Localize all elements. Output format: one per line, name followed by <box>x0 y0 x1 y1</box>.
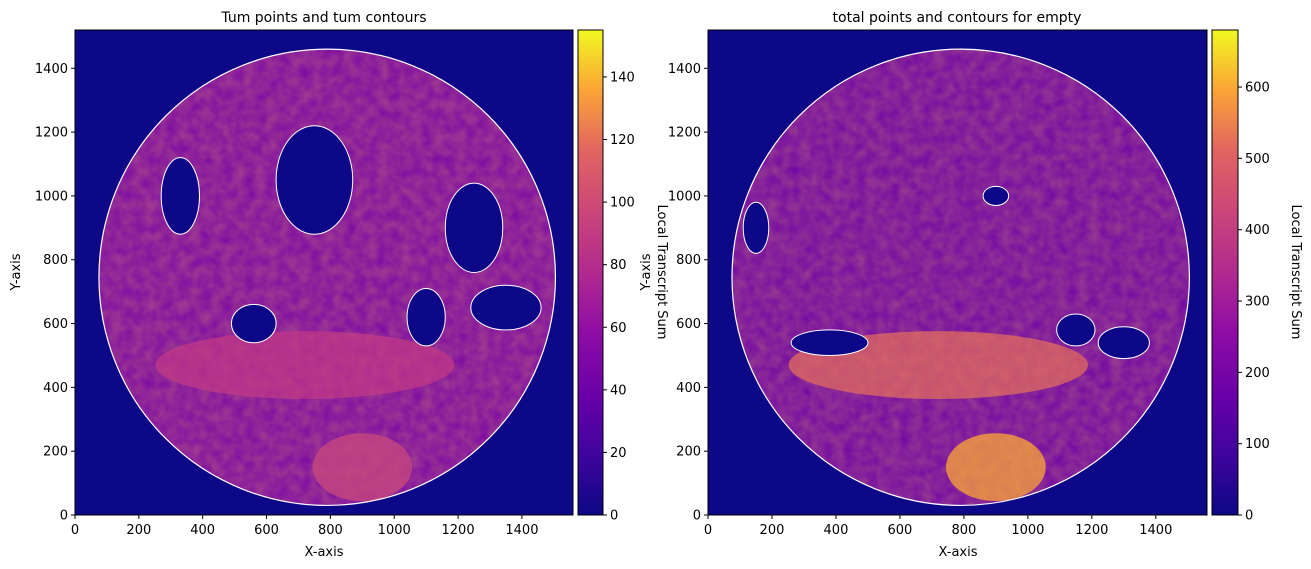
left-y-axis-label: Y-axis <box>9 253 24 291</box>
right-tissue-region <box>731 48 1191 507</box>
left-heatmap-panel: Tum points and tum contours 0 200 400 600 80… <box>9 10 669 560</box>
right-x-axis-label: X-axis <box>939 545 978 560</box>
left-high-density-band <box>155 331 455 399</box>
left-y-tick-label: 800 <box>43 253 68 268</box>
left-tissue-contour <box>98 48 557 507</box>
left-y-ticks: 0 200 400 600 800 1000 1200 1400 <box>35 62 75 524</box>
right-x-tick-label: 400 <box>824 523 849 538</box>
left-empty-region-contour <box>275 125 354 235</box>
right-colorbar-gradient <box>1211 29 1239 516</box>
left-x-ticks: 0 200 400 600 800 1000 1200 1400 <box>71 515 538 538</box>
left-colorbar-gradient <box>577 29 604 516</box>
right-x-tick-label: 600 <box>888 523 913 538</box>
left-empty-region-contour <box>470 284 542 331</box>
left-x-tick-label: 1400 <box>505 523 538 538</box>
right-colorbar-tick-label: 100 <box>1245 437 1270 452</box>
right-heatmap-image <box>731 48 1191 507</box>
left-colorbar-tick-label: 80 <box>610 258 627 273</box>
left-y-tick-label: 200 <box>43 445 68 460</box>
right-plot-frame <box>707 29 1208 516</box>
right-y-tick-label: 0 <box>693 509 701 524</box>
left-high-density-spot <box>312 433 413 502</box>
right-colorbar-tick-label: 0 <box>1245 509 1253 524</box>
right-empty-region-contour <box>742 201 770 254</box>
left-x-tick-label: 400 <box>190 523 215 538</box>
left-x-tick-label: 1200 <box>442 523 475 538</box>
left-x-tick-label: 600 <box>254 523 279 538</box>
right-colorbar: 0 100 200 300 400 500 600 Local Transcript Sum <box>1211 29 1303 524</box>
left-y-tick-label: 1200 <box>35 126 68 141</box>
right-chart-title: total points and contours for empty <box>833 10 1082 26</box>
right-colorbar-ticks: 0 100 200 300 400 500 600 <box>1238 81 1270 524</box>
left-colorbar-tick-label: 0 <box>610 509 618 524</box>
left-empty-region-contour <box>230 303 277 344</box>
right-colorbar-label: Local Transcript Sum <box>1288 205 1303 340</box>
left-tissue-region <box>98 48 557 507</box>
right-empty-region-contour <box>1056 313 1096 347</box>
right-y-ticks: 0 200 400 600 800 1000 1200 1400 <box>668 62 708 524</box>
right-colorbar-tick-label: 300 <box>1245 295 1270 310</box>
right-colorbar-tick-label: 400 <box>1245 223 1270 238</box>
left-colorbar-tick-label: 120 <box>610 133 635 148</box>
left-y-tick-label: 0 <box>60 509 68 524</box>
right-heatmap-panel: total points and contours for empty 0 200… <box>639 10 1303 560</box>
right-high-density-spot <box>945 433 1046 502</box>
right-colorbar-tick-label: 600 <box>1245 81 1270 96</box>
right-x-tick-label: 200 <box>760 523 785 538</box>
left-y-tick-label: 1400 <box>35 62 68 77</box>
right-tissue-contour <box>731 48 1191 507</box>
left-heatmap-image <box>98 48 557 507</box>
left-y-tick-label: 600 <box>43 317 68 332</box>
left-plot-frame <box>74 29 574 516</box>
left-x-tick-label: 800 <box>318 523 343 538</box>
right-y-tick-label: 200 <box>676 445 701 460</box>
right-y-tick-label: 400 <box>676 381 701 396</box>
right-x-ticks: 0 200 400 600 800 1000 1200 1400 <box>704 515 1172 538</box>
left-empty-region-contour <box>160 157 201 235</box>
right-y-tick-label: 1400 <box>668 62 701 77</box>
left-empty-region-contour <box>406 287 446 347</box>
right-empty-region-contour <box>1097 326 1150 360</box>
left-colorbar-tick-label: 60 <box>610 321 627 336</box>
right-y-tick-label: 600 <box>676 317 701 332</box>
right-y-axis-label: Y-axis <box>639 253 654 291</box>
right-x-tick-label: 1400 <box>1139 523 1172 538</box>
right-colorbar-tick-label: 200 <box>1245 366 1270 381</box>
right-y-tick-label: 1200 <box>668 126 701 141</box>
left-tissue-texture <box>98 49 556 506</box>
right-x-tick-label: 1000 <box>1011 523 1044 538</box>
left-x-tick-label: 1000 <box>378 523 411 538</box>
right-y-tick-label: 800 <box>676 253 701 268</box>
left-x-axis-label: X-axis <box>305 545 344 560</box>
right-colorbar-tick-label: 500 <box>1245 152 1270 167</box>
left-x-tick-label: 200 <box>126 523 151 538</box>
left-colorbar-label: Local Transcript Sum <box>654 205 669 340</box>
left-colorbar: 0 20 40 60 80 100 120 140 Local Transcript Sum <box>577 29 669 524</box>
left-colorbar-tick-label: 140 <box>610 70 635 85</box>
left-plot-area <box>74 29 574 516</box>
left-y-tick-label: 400 <box>43 381 68 396</box>
right-tissue-texture <box>731 49 1190 506</box>
right-empty-region-contour <box>790 329 869 356</box>
right-x-tick-label: 0 <box>704 523 712 538</box>
left-colorbar-ticks: 0 20 40 60 80 100 120 140 <box>603 70 635 524</box>
left-colorbar-tick-label: 100 <box>610 196 635 211</box>
left-empty-region-contour <box>444 182 504 273</box>
left-chart-title: Tum points and tum contours <box>220 10 426 26</box>
left-y-tick-label: 1000 <box>35 189 68 204</box>
right-plot-area <box>707 29 1208 516</box>
right-y-tick-label: 1000 <box>668 189 701 204</box>
right-x-tick-label: 1200 <box>1075 523 1108 538</box>
left-colorbar-tick-label: 20 <box>610 446 627 461</box>
left-x-tick-label: 0 <box>71 523 79 538</box>
right-x-tick-label: 800 <box>951 523 976 538</box>
right-empty-region-contour <box>982 185 1010 206</box>
left-colorbar-tick-label: 40 <box>610 383 627 398</box>
